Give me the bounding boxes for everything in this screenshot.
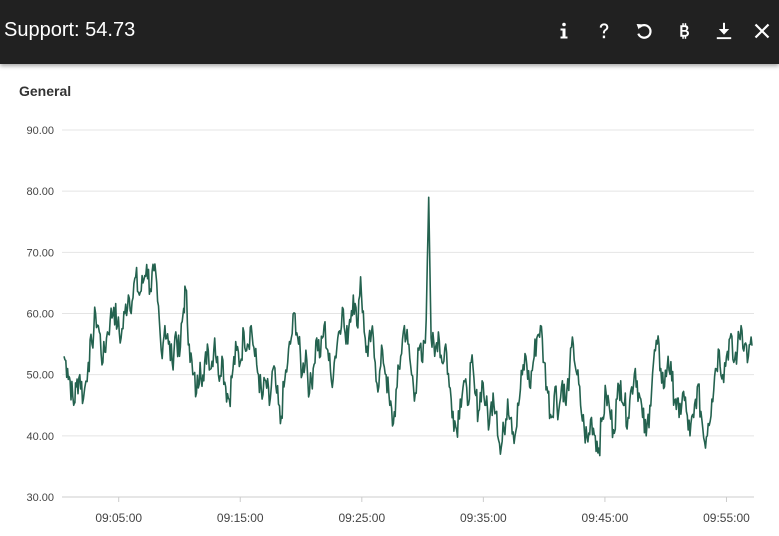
support-series-line [63,196,753,457]
info-button[interactable] [547,14,581,48]
download-icon [716,22,732,40]
close-icon [754,23,770,39]
x-tick-label: 09:05:00 [95,511,142,525]
x-tick-label: 09:25:00 [338,511,385,525]
y-tick-label: 30.00 [26,492,54,504]
bitcoin-icon [680,23,689,39]
x-tick-label: 09:15:00 [217,511,264,525]
reset-button[interactable] [627,14,661,48]
reset-icon [636,24,652,39]
chart-panel: 30.00 40.00 50.00 60.00 70.00 80.00 90.00 09:05… [0,64,779,536]
support-title: Support: 54.73 [4,19,136,41]
y-tick-label: 50.00 [26,370,54,382]
top-bar: Support: 54.73 [0,0,779,64]
x-tick-label: 09:55:00 [703,511,750,525]
help-icon [599,23,609,39]
support-chart: 30.00 40.00 50.00 60.00 70.00 80.00 90.00 09:05… [26,125,754,525]
x-tick-label: 09:35:00 [460,511,507,525]
help-button[interactable] [587,14,621,48]
y-tick-label: 80.00 [26,186,54,198]
close-button[interactable] [745,14,779,48]
y-tick-label: 70.00 [26,247,54,259]
y-tick-label: 60.00 [26,309,54,321]
y-tick-label: 40.00 [26,431,54,443]
y-tick-label: 90.00 [26,125,54,137]
download-button[interactable] [707,14,741,48]
section-title: General [19,83,72,99]
bitcoin-button[interactable] [667,14,701,48]
x-tick-label: 09:45:00 [582,511,629,525]
info-icon [560,22,568,39]
